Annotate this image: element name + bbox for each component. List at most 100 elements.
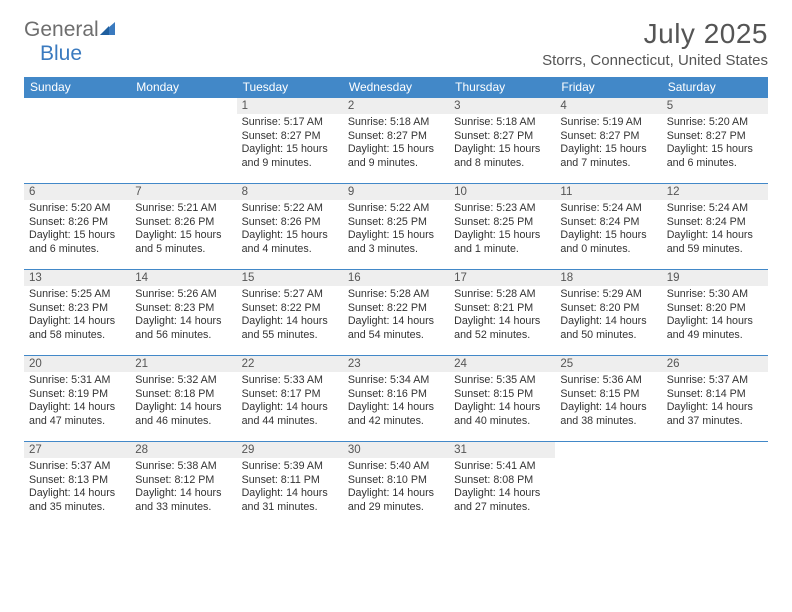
calendar-cell: 22Sunrise: 5:33 AMSunset: 8:17 PMDayligh… <box>237 356 343 442</box>
day-details: Sunrise: 5:38 AMSunset: 8:12 PMDaylight:… <box>130 458 236 519</box>
calendar-cell <box>130 98 236 184</box>
day-details: Sunrise: 5:30 AMSunset: 8:20 PMDaylight:… <box>662 286 768 347</box>
calendar-cell <box>555 442 661 528</box>
sunset-text: Sunset: 8:17 PM <box>242 388 338 402</box>
sunset-text: Sunset: 8:27 PM <box>454 130 550 144</box>
calendar-cell: 9Sunrise: 5:22 AMSunset: 8:25 PMDaylight… <box>343 184 449 270</box>
title-block: July 2025 Storrs, Connecticut, United St… <box>542 18 768 69</box>
sunset-text: Sunset: 8:15 PM <box>560 388 656 402</box>
daylight-text: Daylight: 14 hours and 35 minutes. <box>29 487 125 514</box>
daylight-text: Daylight: 14 hours and 27 minutes. <box>454 487 550 514</box>
daylight-text: Daylight: 14 hours and 37 minutes. <box>667 401 763 428</box>
sunset-text: Sunset: 8:18 PM <box>135 388 231 402</box>
day-details: Sunrise: 5:22 AMSunset: 8:26 PMDaylight:… <box>237 200 343 261</box>
day-details: Sunrise: 5:37 AMSunset: 8:14 PMDaylight:… <box>662 372 768 433</box>
day-details: Sunrise: 5:29 AMSunset: 8:20 PMDaylight:… <box>555 286 661 347</box>
daylight-text: Daylight: 14 hours and 59 minutes. <box>667 229 763 256</box>
calendar-cell: 13Sunrise: 5:25 AMSunset: 8:23 PMDayligh… <box>24 270 130 356</box>
day-number: 12 <box>662 184 768 200</box>
calendar-cell: 21Sunrise: 5:32 AMSunset: 8:18 PMDayligh… <box>130 356 236 442</box>
daylight-text: Daylight: 14 hours and 55 minutes. <box>242 315 338 342</box>
daylight-text: Daylight: 14 hours and 42 minutes. <box>348 401 444 428</box>
day-details: Sunrise: 5:26 AMSunset: 8:23 PMDaylight:… <box>130 286 236 347</box>
calendar-cell: 1Sunrise: 5:17 AMSunset: 8:27 PMDaylight… <box>237 98 343 184</box>
sunrise-text: Sunrise: 5:23 AM <box>454 202 550 216</box>
calendar-cell: 12 Sunrise: 5:24 AMSunset: 8:24 PMDayligh… <box>662 184 768 270</box>
brand-part2: Blue <box>40 42 82 65</box>
daylight-text: Daylight: 15 hours and 0 minutes. <box>560 229 656 256</box>
calendar-cell: 30Sunrise: 5:40 AMSunset: 8:10 PMDayligh… <box>343 442 449 528</box>
calendar-cell: 26Sunrise: 5:37 AMSunset: 8:14 PMDayligh… <box>662 356 768 442</box>
sunset-text: Sunset: 8:24 PM <box>667 216 763 230</box>
calendar-cell: 14Sunrise: 5:26 AMSunset: 8:23 PMDayligh… <box>130 270 236 356</box>
day-details: Sunrise: 5:23 AMSunset: 8:25 PMDaylight:… <box>449 200 555 261</box>
day-number: 4 <box>555 98 661 114</box>
sunrise-text: Sunrise: 5:30 AM <box>667 288 763 302</box>
sunset-text: Sunset: 8:14 PM <box>667 388 763 402</box>
day-details: Sunrise: 5:34 AMSunset: 8:16 PMDaylight:… <box>343 372 449 433</box>
sunrise-text: Sunrise: 5:28 AM <box>348 288 444 302</box>
day-number: 25 <box>555 356 661 372</box>
sunrise-text: Sunrise: 5:34 AM <box>348 374 444 388</box>
sunrise-text: Sunrise: 5:24 AM <box>667 202 763 216</box>
day-number: 16 <box>343 270 449 286</box>
brand-part1: General <box>24 18 99 41</box>
sunset-text: Sunset: 8:24 PM <box>560 216 656 230</box>
day-number: 27 <box>24 442 130 458</box>
sunset-text: Sunset: 8:23 PM <box>29 302 125 316</box>
daylight-text: Daylight: 14 hours and 49 minutes. <box>667 315 763 342</box>
day-number: 23 <box>343 356 449 372</box>
day-number: 28 <box>130 442 236 458</box>
calendar-cell: 3Sunrise: 5:18 AMSunset: 8:27 PMDaylight… <box>449 98 555 184</box>
daylight-text: Daylight: 14 hours and 46 minutes. <box>135 401 231 428</box>
sunset-text: Sunset: 8:26 PM <box>135 216 231 230</box>
sunrise-text: Sunrise: 5:37 AM <box>667 374 763 388</box>
sunrise-text: Sunrise: 5:17 AM <box>242 116 338 130</box>
sunset-text: Sunset: 8:08 PM <box>454 474 550 488</box>
dow-tuesday: Tuesday <box>237 77 343 98</box>
day-number <box>555 442 661 458</box>
sunrise-text: Sunrise: 5:31 AM <box>29 374 125 388</box>
calendar-body: 1Sunrise: 5:17 AMSunset: 8:27 PMDaylight… <box>24 98 768 528</box>
sunrise-text: Sunrise: 5:25 AM <box>29 288 125 302</box>
sunrise-text: Sunrise: 5:29 AM <box>560 288 656 302</box>
daylight-text: Daylight: 15 hours and 8 minutes. <box>454 143 550 170</box>
sunset-text: Sunset: 8:27 PM <box>242 130 338 144</box>
day-details: Sunrise: 5:35 AMSunset: 8:15 PMDaylight:… <box>449 372 555 433</box>
day-details: Sunrise: 5:20 AMSunset: 8:27 PMDaylight:… <box>662 114 768 175</box>
sunrise-text: Sunrise: 5:37 AM <box>29 460 125 474</box>
day-number: 20 <box>24 356 130 372</box>
sunset-text: Sunset: 8:25 PM <box>348 216 444 230</box>
daylight-text: Daylight: 14 hours and 44 minutes. <box>242 401 338 428</box>
daylight-text: Daylight: 14 hours and 54 minutes. <box>348 315 444 342</box>
sunrise-text: Sunrise: 5:20 AM <box>667 116 763 130</box>
day-details: Sunrise: 5:28 AMSunset: 8:22 PMDaylight:… <box>343 286 449 347</box>
sunrise-text: Sunrise: 5:22 AM <box>348 202 444 216</box>
daylight-text: Daylight: 15 hours and 3 minutes. <box>348 229 444 256</box>
calendar-cell: 11Sunrise: 5:24 AMSunset: 8:24 PMDayligh… <box>555 184 661 270</box>
dow-wednesday: Wednesday <box>343 77 449 98</box>
day-details: Sunrise: 5:41 AMSunset: 8:08 PMDaylight:… <box>449 458 555 519</box>
dow-thursday: Thursday <box>449 77 555 98</box>
sunset-text: Sunset: 8:20 PM <box>560 302 656 316</box>
day-number: 14 <box>130 270 236 286</box>
day-number: 17 <box>449 270 555 286</box>
day-details: Sunrise: 5:27 AMSunset: 8:22 PMDaylight:… <box>237 286 343 347</box>
sunset-text: Sunset: 8:23 PM <box>135 302 231 316</box>
sunrise-text: Sunrise: 5:28 AM <box>454 288 550 302</box>
sunrise-text: Sunrise: 5:38 AM <box>135 460 231 474</box>
day-details: Sunrise: 5:19 AMSunset: 8:27 PMDaylight:… <box>555 114 661 175</box>
sunrise-text: Sunrise: 5:21 AM <box>135 202 231 216</box>
calendar-cell: 31Sunrise: 5:41 AMSunset: 8:08 PMDayligh… <box>449 442 555 528</box>
calendar-cell <box>24 98 130 184</box>
sunrise-text: Sunrise: 5:40 AM <box>348 460 444 474</box>
calendar-cell: 28Sunrise: 5:38 AMSunset: 8:12 PMDayligh… <box>130 442 236 528</box>
day-details: Sunrise: 5:31 AMSunset: 8:19 PMDaylight:… <box>24 372 130 433</box>
day-number <box>662 442 768 458</box>
daylight-text: Daylight: 15 hours and 7 minutes. <box>560 143 656 170</box>
daylight-text: Daylight: 14 hours and 52 minutes. <box>454 315 550 342</box>
calendar-cell: 17Sunrise: 5:28 AMSunset: 8:21 PMDayligh… <box>449 270 555 356</box>
sunrise-text: Sunrise: 5:19 AM <box>560 116 656 130</box>
calendar-cell: 19Sunrise: 5:30 AMSunset: 8:20 PMDayligh… <box>662 270 768 356</box>
sunset-text: Sunset: 8:27 PM <box>348 130 444 144</box>
